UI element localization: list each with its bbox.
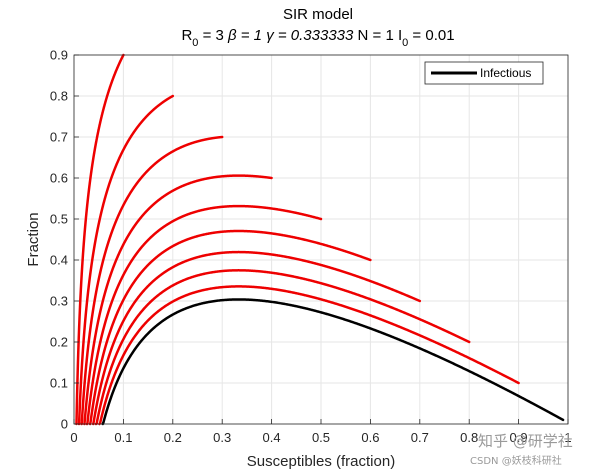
- series-line-trajectory-10: [75, 53, 125, 426]
- chart-subtitle: R0 = 3 β = 1 γ = 0.333333 N = 1 I0 = 0.0…: [181, 27, 454, 49]
- y-tick-label: 0.6: [50, 171, 68, 186]
- y-axis-title: Fraction: [25, 212, 42, 266]
- x-tick-label: 0.8: [460, 430, 478, 445]
- legend-label-infectious: Infectious: [480, 66, 531, 80]
- series-line-trajectory-2: [98, 285, 520, 426]
- y-tick-label: 0.9: [50, 48, 68, 63]
- y-tick-label: 0.4: [50, 253, 68, 268]
- series-line-trajectory-5: [88, 229, 372, 426]
- tick-marks: [73, 54, 569, 425]
- legend-box: [424, 61, 544, 85]
- series-line-trajectory-4: [92, 250, 422, 426]
- series-line-trajectory-6: [85, 204, 323, 426]
- x-tick-label: 0.2: [164, 430, 182, 445]
- x-tick-label: 1: [564, 430, 571, 445]
- y-tick-label: 0.2: [50, 335, 68, 350]
- y-tick-label: 0.7: [50, 130, 68, 145]
- x-tick-label: 0.5: [312, 430, 330, 445]
- y-tick-labels: 0 0.1 0.2 0.3 0.4 0.5 0.6 0.7 0.8 0.9: [50, 48, 68, 432]
- x-axis-title: Susceptibles (fraction): [247, 453, 395, 470]
- watermark-zhihu: 知乎 @研学社: [478, 432, 573, 450]
- legend: Infectious: [424, 61, 544, 85]
- y-tick-label: 0.1: [50, 376, 68, 391]
- y-tick-label: 0.3: [50, 294, 68, 309]
- x-tick-label: 0.9: [510, 430, 528, 445]
- y-tick-label: 0.5: [50, 212, 68, 227]
- x-tick-label: 0.3: [213, 430, 231, 445]
- series-lines: [75, 53, 565, 426]
- series-line-trajectory-8: [80, 135, 224, 426]
- series-line-trajectory-9: [77, 94, 175, 426]
- series-line-trajectory-7: [83, 174, 273, 426]
- watermark-csdn: CSDN @妖枝科研社: [470, 454, 562, 467]
- series-line-infectious: [101, 298, 565, 426]
- x-tick-label: 0.4: [263, 430, 281, 445]
- x-tick-label: 0.7: [411, 430, 429, 445]
- x-tick-label: 0.6: [361, 430, 379, 445]
- x-tick-label: 0.1: [114, 430, 132, 445]
- y-tick-label: 0.8: [50, 89, 68, 104]
- series-line-trajectory-3: [94, 269, 471, 426]
- x-tick-label: 0: [70, 430, 77, 445]
- x-tick-labels: 0 0.1 0.2 0.3 0.4 0.5 0.6 0.7 0.8 0.9 1: [70, 430, 571, 445]
- y-tick-label: 0: [61, 417, 68, 432]
- chart-title: SIR model: [283, 6, 353, 23]
